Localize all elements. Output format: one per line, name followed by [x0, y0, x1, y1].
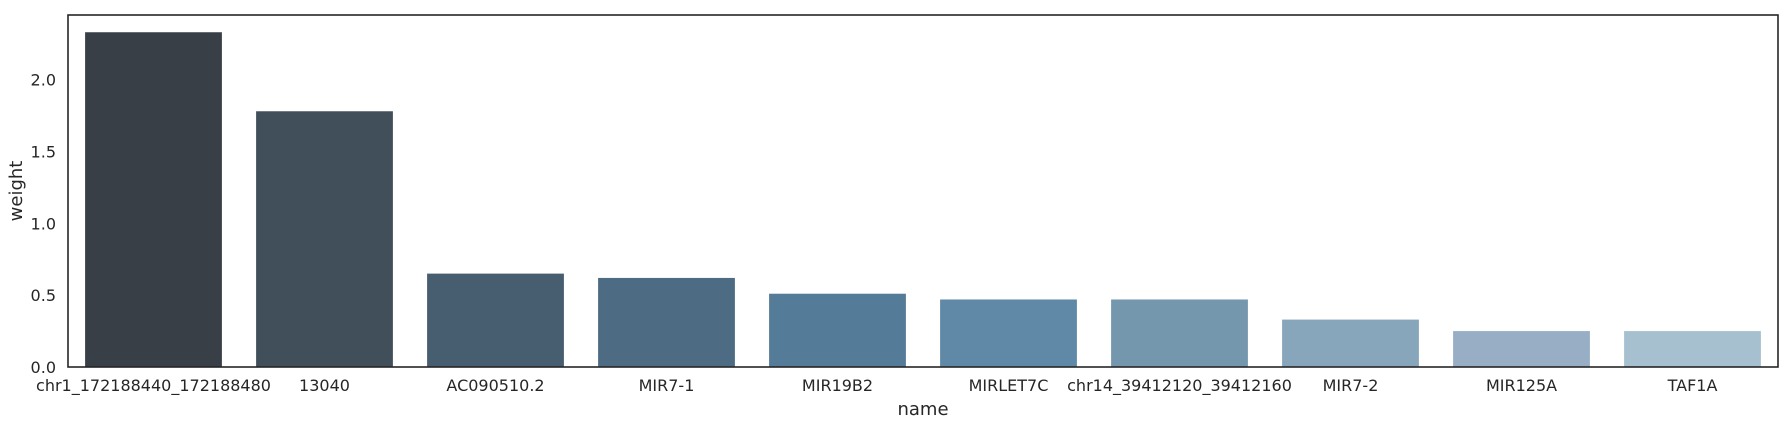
y-tick-label: 2.0: [31, 71, 56, 90]
x-tick-label: TAF1A: [1667, 376, 1718, 395]
plot-frame: [67, 14, 1779, 368]
bar-chr14_39412120_39412160: [1111, 299, 1248, 367]
y-tick-label: 0.0: [31, 358, 56, 377]
bar-TAF1A: [1624, 331, 1761, 367]
x-tick-label: AC090510.2: [446, 376, 544, 395]
bar-MIR7-1: [598, 277, 735, 367]
x-tick-label: chr14_39412120_39412160: [1067, 376, 1292, 396]
bar-13040: [256, 111, 393, 367]
x-tick-label: 13040: [299, 376, 350, 395]
x-tick-label: MIRLET7C: [969, 376, 1049, 395]
y-tick-label: 1.5: [31, 142, 56, 161]
x-tick-label: chr1_172188440_172188480: [36, 376, 271, 396]
bar-MIR7-2: [1282, 319, 1419, 367]
bar-chr1_172188440_172188480: [85, 32, 222, 368]
x-tick-label: MIR19B2: [802, 376, 873, 395]
x-axis-ticks: chr1_172188440_172188480 13040 AC090510.2 M…: [36, 376, 1717, 396]
bar-MIR125A: [1453, 331, 1590, 367]
bars-group: [85, 32, 1761, 368]
y-axis-label: weight: [6, 161, 27, 222]
x-tick-label: MIR7-1: [639, 376, 695, 395]
x-tick-label: MIR125A: [1486, 376, 1557, 395]
x-tick-label: MIR7-2: [1323, 376, 1379, 395]
bar-MIR19B2: [769, 293, 906, 367]
y-tick-label: 0.5: [31, 286, 56, 305]
y-tick-label: 1.0: [31, 214, 56, 233]
y-axis-ticks: 0.0 0.5 1.0 1.5 2.0: [31, 71, 56, 377]
bar-MIRLET7C: [940, 299, 1077, 367]
x-axis-label: name: [897, 399, 948, 420]
bar-AC090510.2: [427, 273, 564, 367]
